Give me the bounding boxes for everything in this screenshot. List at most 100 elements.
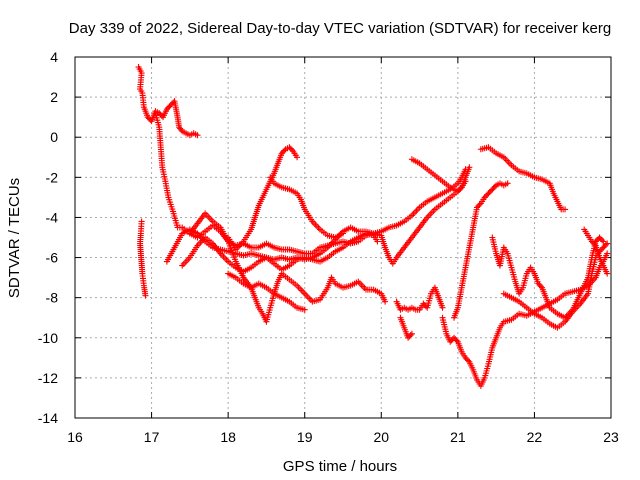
chart-title: Day 339 of 2022, Sidereal Day-to-day VTE… [69, 20, 611, 37]
data-point [408, 330, 415, 337]
x-axis-ticks: 16 17 18 19 20 21 22 23 [67, 57, 619, 445]
data-point [562, 206, 569, 213]
x-tick-label: 23 [603, 429, 619, 445]
data-point [535, 280, 542, 287]
data-point [474, 204, 480, 211]
data-point [287, 145, 294, 152]
data-point [454, 188, 461, 195]
series-track-a [135, 64, 201, 139]
data-point [168, 100, 175, 107]
data-point [439, 304, 446, 311]
data-point [484, 191, 491, 198]
data-point [486, 189, 493, 196]
data-point [420, 300, 427, 307]
data-point [597, 247, 604, 254]
x-tick-label: 21 [450, 429, 466, 445]
series-track-n [451, 180, 511, 321]
data-point [406, 333, 413, 340]
y-tick-label: 2 [50, 89, 58, 105]
data-point [599, 245, 606, 252]
series-track-r [581, 226, 611, 277]
data-point [407, 332, 414, 339]
data-point [453, 337, 460, 344]
data-point [463, 356, 470, 363]
data-point [405, 334, 412, 341]
data-point [597, 235, 604, 242]
data-point [280, 148, 287, 155]
y-tick-label: -2 [46, 169, 59, 185]
series-track-e [179, 230, 381, 275]
data-point [144, 114, 151, 121]
x-tick-label: 18 [220, 429, 236, 445]
data-point [590, 239, 597, 246]
y-tick-label: -14 [38, 410, 58, 426]
data-point [462, 354, 469, 361]
series-track-h [225, 144, 301, 253]
y-tick-label: -8 [46, 290, 59, 306]
data-point [601, 243, 608, 250]
data-point [278, 150, 285, 157]
data-point [301, 306, 308, 313]
data-point [600, 238, 607, 245]
x-tick-label: 16 [67, 429, 83, 445]
data-point [163, 106, 170, 113]
data-point [482, 193, 489, 200]
data-point [146, 115, 153, 122]
series-track-b [137, 218, 149, 299]
plot-frame [74, 56, 612, 419]
data-point [599, 237, 606, 244]
y-tick-label: -10 [38, 330, 58, 346]
data-point [465, 357, 472, 364]
data-point [475, 203, 482, 210]
data-point [281, 147, 288, 154]
y-tick-label: 4 [50, 49, 58, 65]
data-markers [135, 64, 611, 389]
y-tick-label: 0 [50, 129, 58, 145]
y-tick-label: -6 [46, 250, 59, 266]
data-point [593, 237, 600, 244]
series-track-i [267, 174, 346, 241]
data-point [588, 238, 595, 245]
data-point [537, 283, 544, 290]
x-tick-label: 17 [144, 429, 160, 445]
data-point [504, 180, 511, 187]
data-point [491, 183, 498, 190]
data-point [600, 244, 607, 251]
x-axis-label: GPS time / hours [283, 458, 397, 475]
series-track-g [225, 270, 308, 313]
data-point [166, 103, 173, 110]
data-point [466, 164, 473, 171]
data-point [340, 230, 346, 237]
data-point [457, 185, 464, 192]
data-point [604, 240, 611, 247]
data-point [451, 334, 458, 341]
data-point [481, 194, 488, 201]
data-point [452, 336, 459, 343]
data-point [489, 186, 496, 193]
series-track-o [477, 144, 569, 213]
data-point [286, 144, 293, 151]
data-point [604, 270, 611, 277]
data-point [485, 190, 492, 197]
x-tick-label: 20 [373, 429, 389, 445]
data-point [456, 187, 463, 194]
data-point [536, 281, 543, 288]
series-track-q [500, 240, 611, 331]
data-point [596, 234, 603, 241]
x-tick-label: 19 [297, 429, 313, 445]
data-point [488, 187, 495, 194]
y-tick-label: -4 [46, 209, 59, 225]
data-point [602, 241, 609, 248]
data-point [142, 292, 149, 299]
series-track-l [408, 156, 473, 195]
series-track-k [397, 314, 415, 341]
data-point [165, 104, 172, 111]
data-point [294, 154, 301, 161]
data-point [288, 146, 295, 153]
y-tick-label: -12 [38, 370, 58, 386]
data-point [591, 241, 598, 248]
data-point [382, 298, 389, 305]
data-point [604, 250, 611, 257]
grid [75, 57, 611, 418]
